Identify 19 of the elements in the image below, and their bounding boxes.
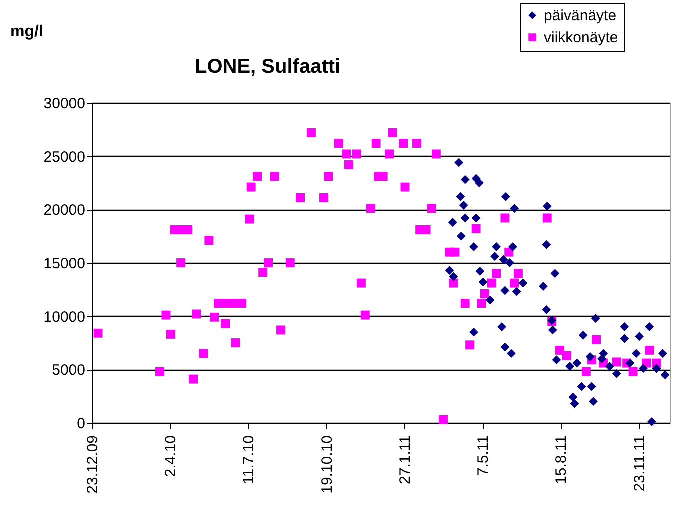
y-tick-label: 15000 bbox=[44, 256, 86, 272]
x-tick-label: 23.11.11 bbox=[631, 436, 648, 492]
y-tick-label: 0 bbox=[77, 416, 86, 432]
y-tick-label: 25000 bbox=[44, 148, 86, 166]
legend-label: päivänäyte bbox=[544, 8, 617, 24]
y-tick-label: 30000 bbox=[44, 96, 86, 112]
chart-title: LONE, Sulfaatti bbox=[195, 56, 341, 79]
y-tick-label: 5000 bbox=[52, 362, 86, 380]
x-tick-label: 23.12.09 bbox=[84, 436, 102, 494]
legend-label: viikkonäyte bbox=[544, 30, 618, 46]
x-tick-label: 11.7.10 bbox=[240, 436, 258, 484]
y-axis-title: mg/l bbox=[10, 24, 44, 40]
x-tick-label: 15.8.11 bbox=[553, 436, 570, 484]
y-tick-label: 20000 bbox=[44, 202, 86, 220]
x-tick-label: 27.1.11 bbox=[396, 436, 414, 484]
y-tick-label: 10000 bbox=[44, 308, 86, 326]
x-tick-label: 7.5.11 bbox=[475, 436, 492, 476]
x-tick-label: 19.10.10 bbox=[318, 436, 336, 494]
x-tick-label: 2.4.10 bbox=[162, 436, 180, 478]
